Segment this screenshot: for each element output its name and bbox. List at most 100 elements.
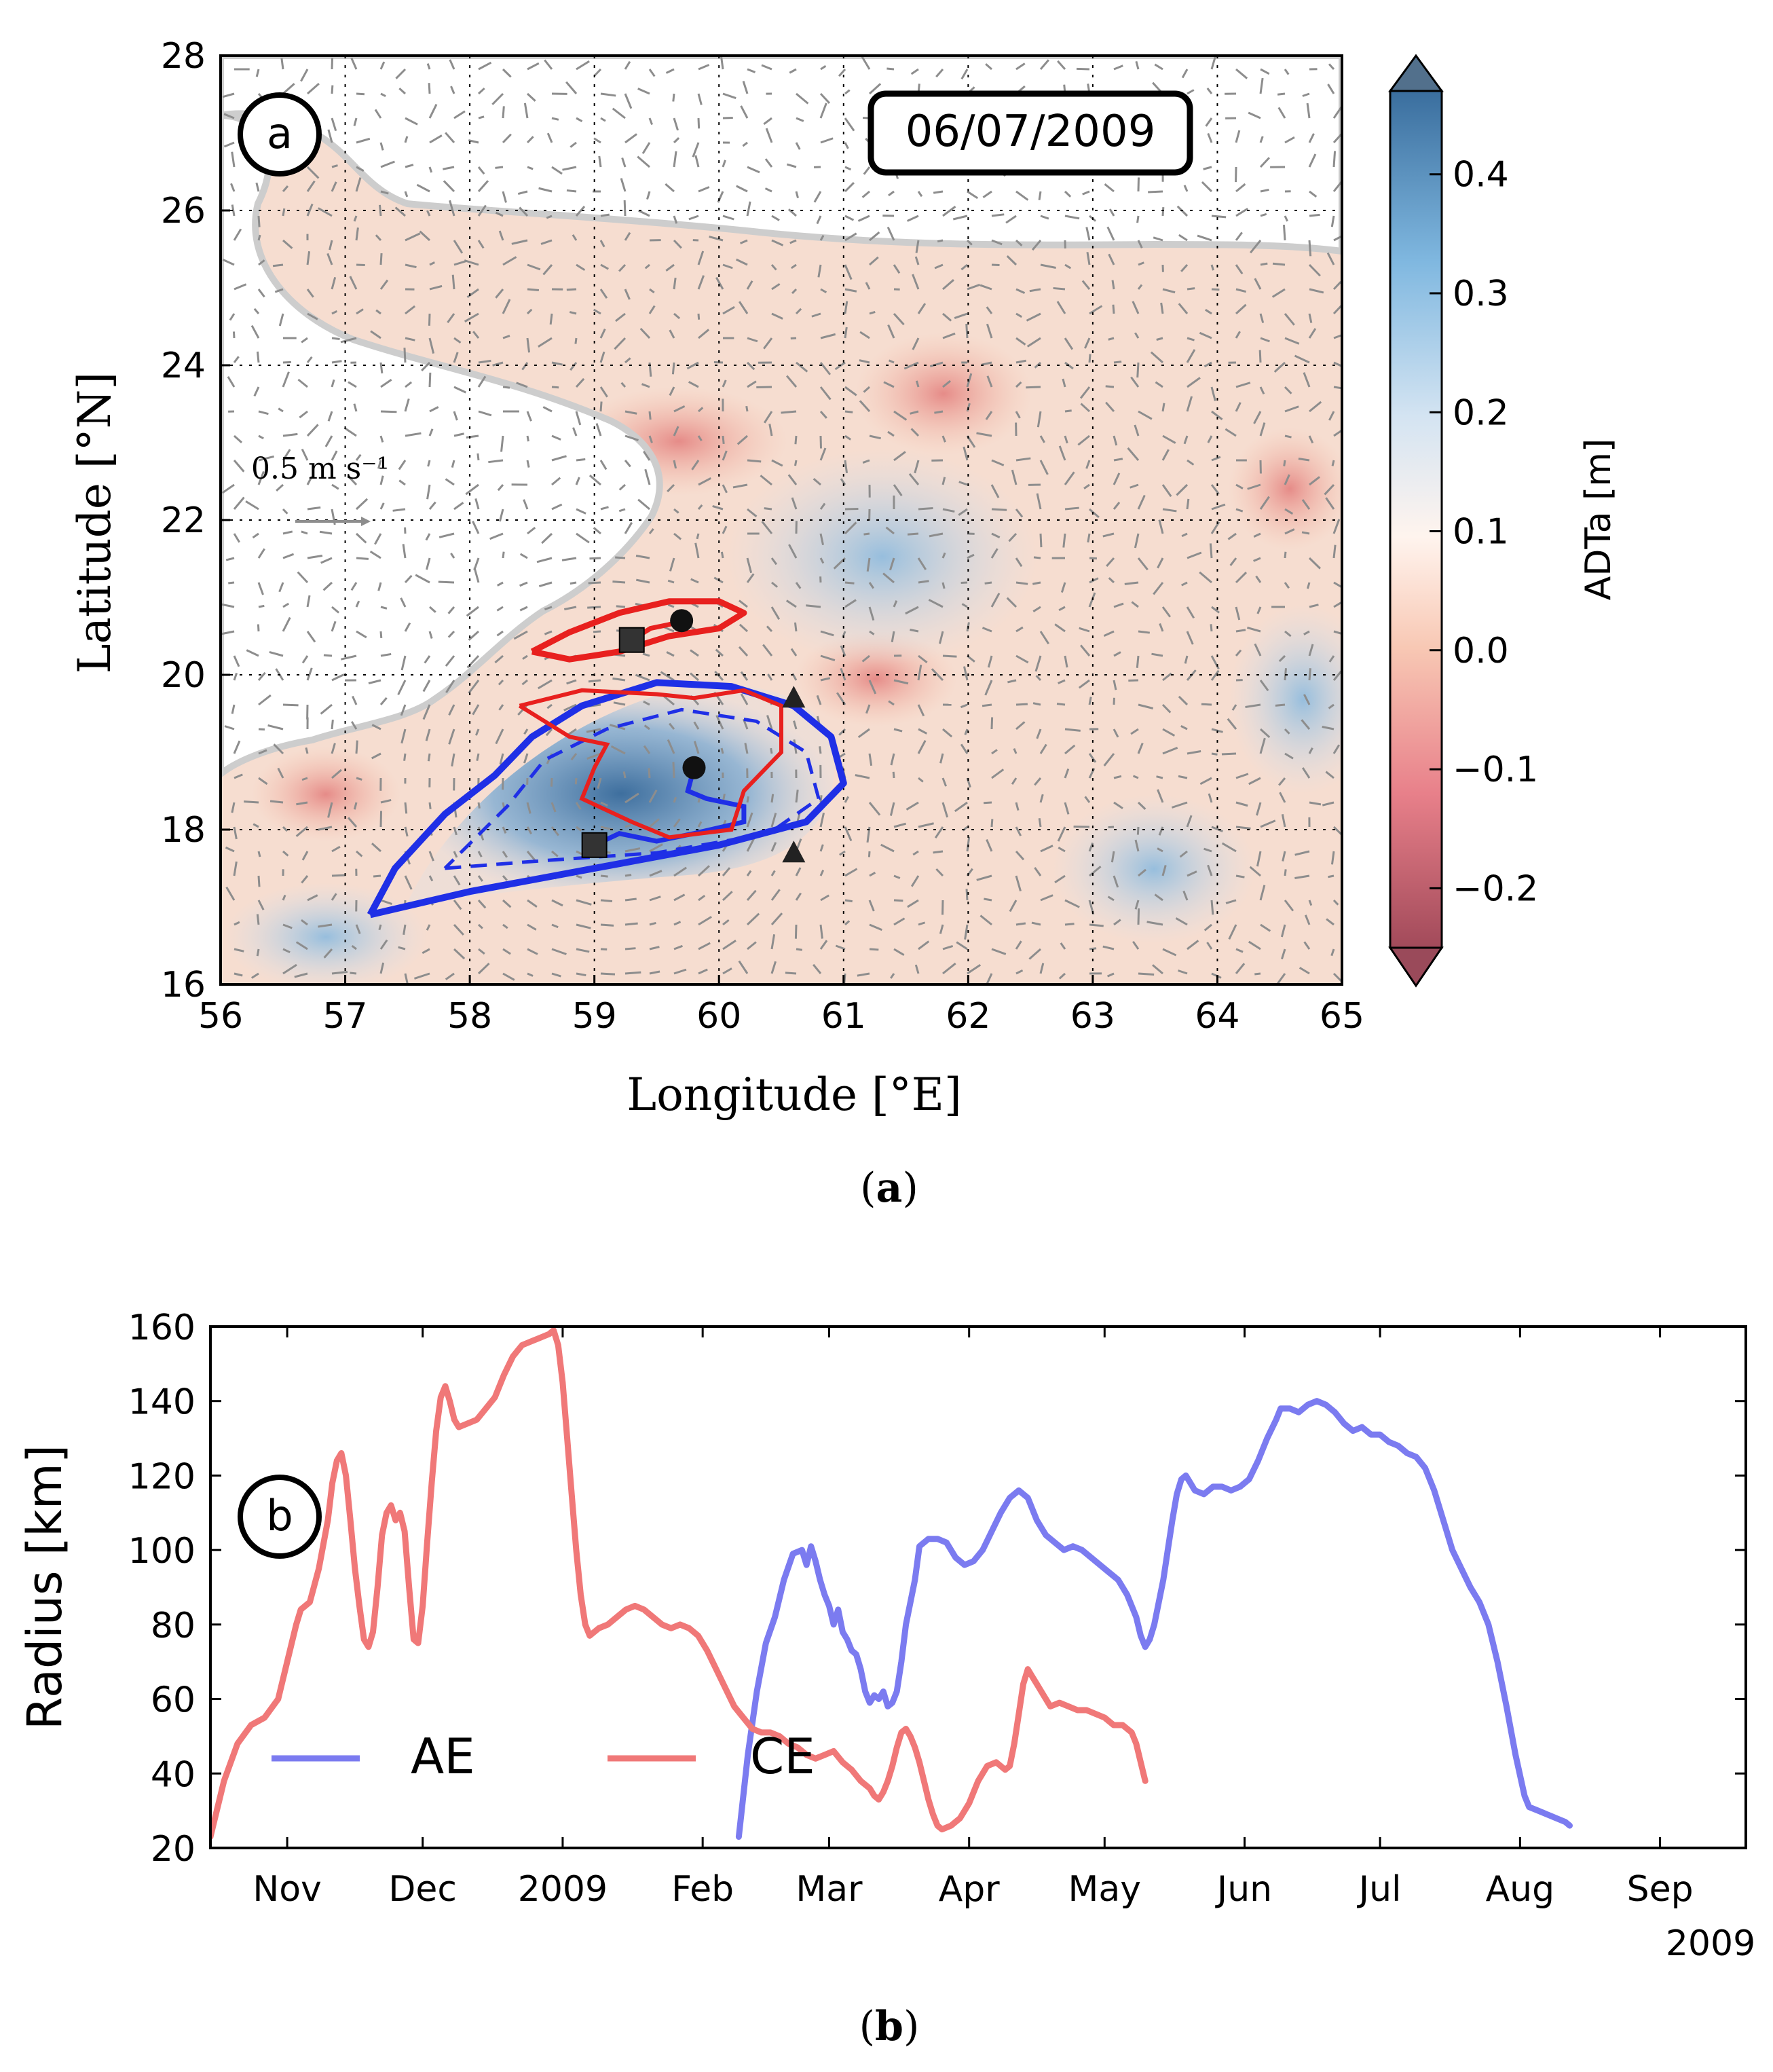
quiver-arrow bbox=[1136, 655, 1140, 668]
quiver-arrow bbox=[295, 826, 308, 837]
quiver-arrow bbox=[941, 582, 946, 589]
quiver-arrow bbox=[819, 502, 826, 510]
x-tick-label: 62 bbox=[946, 996, 990, 1037]
quiver-arrow bbox=[1301, 531, 1310, 535]
quiver-arrow bbox=[917, 191, 923, 198]
quiver-arrow bbox=[882, 572, 895, 584]
quiver-arrow bbox=[1235, 207, 1249, 217]
quiver-arrow bbox=[918, 580, 929, 584]
quiver-arrow bbox=[1015, 62, 1026, 71]
quiver-arrow bbox=[1254, 643, 1262, 656]
quiver-arrow bbox=[447, 630, 455, 638]
quiver-arrow bbox=[866, 557, 871, 572]
quiver-arrow bbox=[449, 200, 455, 217]
quiver-arrow bbox=[907, 215, 919, 222]
quiver-arrow bbox=[272, 263, 284, 267]
quiver-arrow bbox=[225, 886, 236, 901]
quiver-arrow bbox=[838, 69, 846, 77]
eddy-overlays bbox=[367, 598, 847, 919]
quiver-arrow bbox=[576, 532, 590, 544]
quiver-arrow bbox=[1211, 606, 1220, 614]
quiver-arrow bbox=[941, 552, 946, 559]
quiver-arrow bbox=[960, 69, 969, 80]
quiver-arrow bbox=[355, 924, 361, 934]
quiver-arrow bbox=[502, 133, 512, 144]
quiver-arrow bbox=[331, 276, 337, 290]
quiver-arrow bbox=[861, 56, 871, 70]
quiver-arrow bbox=[1284, 582, 1290, 589]
quiver-arrow bbox=[887, 430, 895, 437]
quiver-arrow bbox=[918, 822, 934, 828]
quiver-arrow bbox=[398, 460, 407, 470]
quiver-arrow bbox=[1201, 181, 1213, 193]
quiver-arrow bbox=[1227, 718, 1237, 730]
quiver-arrow bbox=[1108, 253, 1115, 265]
quiver-arrow bbox=[1249, 866, 1261, 877]
quiver-arrow bbox=[1284, 434, 1292, 439]
quiver-arrow bbox=[954, 801, 968, 813]
x-offset-label: 2009 bbox=[1666, 1923, 1755, 1964]
quiver-arrow bbox=[1282, 851, 1286, 862]
quiver-arrow bbox=[517, 190, 528, 196]
quiver-arrow bbox=[327, 802, 333, 818]
quiver-arrow bbox=[371, 724, 381, 730]
quiver-arrow bbox=[371, 843, 382, 853]
quiver-arrow bbox=[813, 963, 822, 974]
quiver-arrow bbox=[1180, 263, 1189, 272]
quiver-arrow bbox=[624, 232, 631, 241]
quiver-arrow bbox=[1034, 655, 1042, 672]
quiver-arrow bbox=[429, 606, 436, 613]
quiver-arrow bbox=[982, 627, 992, 633]
quiver-arrow bbox=[791, 497, 798, 510]
quiver-arrow bbox=[694, 542, 700, 559]
quiver-arrow bbox=[1332, 281, 1342, 291]
quiver-arrow bbox=[817, 264, 822, 278]
quiver-arrow bbox=[976, 432, 992, 437]
x-tick-label: May bbox=[1068, 1869, 1142, 1910]
quiver-arrow bbox=[637, 155, 650, 168]
quiver-arrow bbox=[544, 59, 553, 70]
quiver-arrow bbox=[331, 337, 340, 340]
quiver-arrow bbox=[1156, 337, 1163, 341]
quiver-arrow bbox=[394, 206, 406, 217]
quiver-arrow bbox=[917, 557, 927, 570]
quiver-arrow bbox=[1332, 151, 1337, 168]
quiver-arrow bbox=[1112, 304, 1115, 314]
quiver-arrow bbox=[1180, 725, 1188, 730]
quiver-arrow bbox=[665, 183, 675, 193]
quiver-arrow bbox=[1259, 77, 1264, 94]
quiver-arrow bbox=[1034, 361, 1042, 369]
quiver-arrow bbox=[1124, 581, 1139, 585]
quiver-arrow bbox=[1328, 63, 1335, 71]
quiver-arrow bbox=[1134, 424, 1140, 437]
quiver-arrow bbox=[616, 605, 626, 608]
quiver-arrow bbox=[1157, 847, 1163, 853]
quiver-arrow bbox=[576, 948, 590, 953]
quiver-arrow bbox=[301, 337, 308, 344]
colorbar-tick-label: 0.3 bbox=[1453, 274, 1509, 314]
quiver-arrow bbox=[722, 160, 726, 168]
quiver-arrow bbox=[786, 163, 797, 168]
quiver-arrow bbox=[318, 923, 333, 928]
quiver-arrow bbox=[593, 630, 601, 633]
quiver-arrow bbox=[405, 232, 421, 242]
quiver-arrow bbox=[576, 60, 590, 71]
cool-field bbox=[224, 883, 428, 984]
quiver-arrow bbox=[688, 215, 699, 221]
quiver-arrow bbox=[697, 821, 703, 828]
quiver-arrow bbox=[256, 948, 260, 957]
quiver-arrow bbox=[426, 210, 431, 217]
quiver-arrow bbox=[536, 557, 553, 563]
quiver-arrow bbox=[378, 204, 382, 217]
quiver-arrow bbox=[910, 629, 919, 633]
quiver-arrow bbox=[644, 468, 651, 485]
quiver-arrow bbox=[551, 434, 561, 441]
quiver-arrow bbox=[355, 227, 359, 241]
quiver-arrow bbox=[1105, 401, 1115, 412]
y-tick-label: 80 bbox=[151, 1606, 195, 1646]
quiver-arrow bbox=[954, 312, 968, 319]
quiver-arrow bbox=[404, 802, 408, 814]
quiver-arrow bbox=[306, 203, 314, 217]
quiver-arrow bbox=[246, 649, 259, 657]
quiver-arrow bbox=[1330, 215, 1335, 227]
